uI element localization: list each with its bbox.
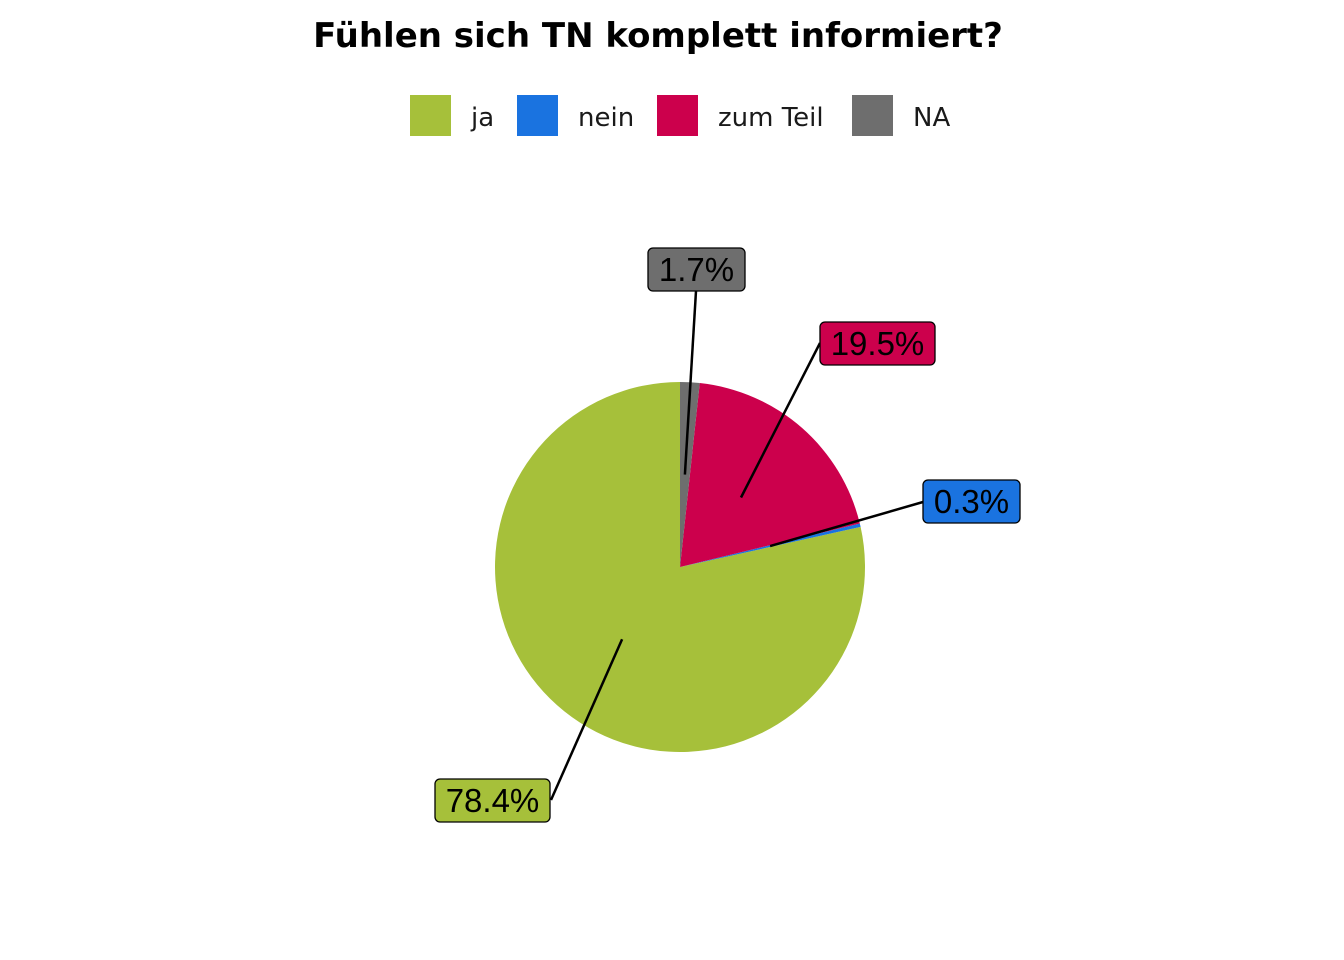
- leader-line-na: [683, 290, 698, 475]
- pie-slices: [495, 382, 866, 752]
- slice-zum-teil: [680, 383, 860, 567]
- legend-label-na: NA: [913, 103, 950, 133]
- legend-key-ja: [410, 95, 451, 136]
- data-label-nein: 0.3%: [934, 483, 1009, 520]
- data-label-zum-teil: 19.5%: [831, 325, 925, 362]
- data-label-box-nein: [922, 479, 1021, 524]
- legend: ja nein zum Teil NA: [410, 95, 950, 136]
- data-label-box-na: [647, 247, 746, 292]
- data-label-ja: 78.4%: [446, 782, 540, 819]
- legend-label-nein: nein: [578, 103, 634, 133]
- slice-na: [680, 382, 700, 567]
- legend-label-zum-teil: zum Teil: [718, 103, 824, 133]
- legend-key-zum-teil: [657, 95, 698, 136]
- data-labels: 78.4% 0.3% 19.5% 1.7%: [434, 247, 1021, 823]
- slice-ja: [495, 382, 866, 752]
- legend-key-na: [852, 95, 893, 136]
- legend-key-nein: [517, 95, 558, 136]
- data-label-box-ja: [434, 778, 551, 823]
- leader-line-ja: [549, 638, 624, 801]
- leader-line-nein: [769, 500, 924, 548]
- leader-line-zum-teil: [739, 342, 822, 499]
- data-label-box-zum-teil: [819, 321, 936, 366]
- data-label-na: 1.7%: [659, 251, 734, 288]
- chart-title: Fühlen sich TN komplett informiert?: [313, 16, 1003, 56]
- legend-label-ja: ja: [470, 103, 494, 133]
